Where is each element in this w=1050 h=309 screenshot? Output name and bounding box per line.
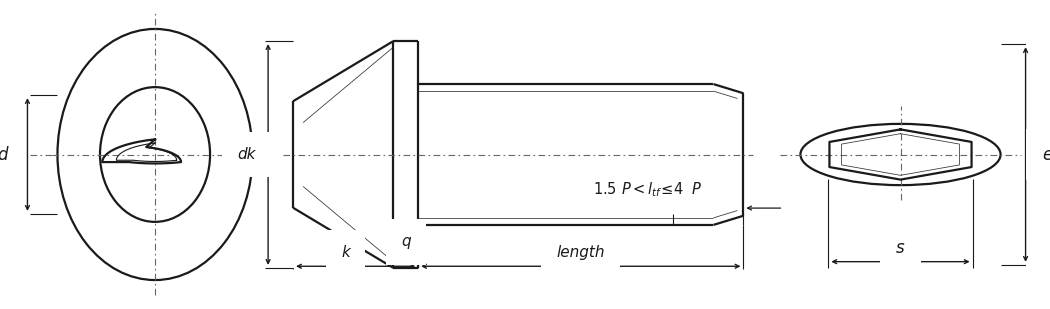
Text: d: d (0, 146, 7, 163)
Text: dk: dk (237, 147, 255, 162)
Text: $1.5\ P < l_{tf}\!\leq\!4\ \ P$: $1.5\ P < l_{tf}\!\leq\!4\ \ P$ (593, 180, 704, 199)
Text: q: q (401, 234, 411, 249)
Text: e: e (1043, 146, 1050, 163)
Text: s: s (897, 239, 905, 257)
Text: k: k (341, 245, 350, 260)
Text: length: length (556, 245, 605, 260)
